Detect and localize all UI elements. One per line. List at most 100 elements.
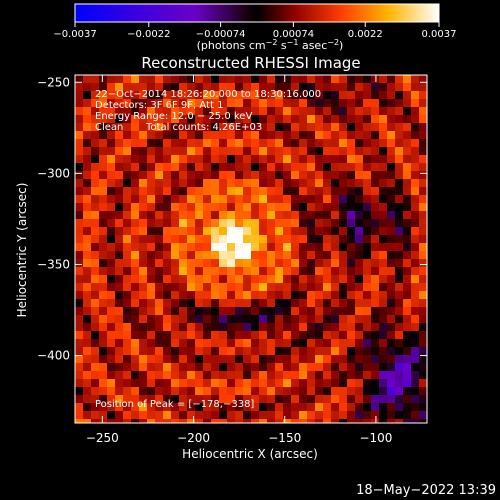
heatmap-cell: [131, 99, 140, 108]
heatmap-cell: [91, 123, 100, 132]
heatmap-cell: [75, 331, 84, 340]
heatmap-cell: [291, 195, 300, 204]
heatmap-cell: [339, 355, 348, 364]
heatmap-cell: [403, 115, 412, 124]
heatmap-cell: [107, 75, 116, 84]
heatmap-cell: [139, 347, 148, 356]
heatmap-cell: [331, 299, 340, 308]
heatmap-cell: [315, 115, 324, 124]
heatmap-cell: [259, 387, 268, 396]
heatmap-cell: [235, 395, 244, 404]
heatmap-cell: [219, 243, 228, 252]
heatmap-cell: [115, 395, 124, 404]
heatmap-cell: [243, 275, 252, 284]
heatmap-cell: [227, 275, 236, 284]
heatmap-cell: [379, 115, 388, 124]
heatmap-cell: [107, 195, 116, 204]
heatmap-cell: [331, 267, 340, 276]
heatmap-cell: [243, 259, 252, 268]
heatmap-cell: [259, 171, 268, 180]
heatmap-cell: [155, 203, 164, 212]
heatmap-cell: [315, 147, 324, 156]
heatmap-cell: [267, 99, 276, 108]
heatmap-cell: [307, 147, 316, 156]
heatmap-cell: [235, 99, 244, 108]
heatmap-cell: [83, 171, 92, 180]
heatmap-cell: [283, 251, 292, 260]
heatmap-cell: [179, 419, 188, 423]
heatmap-cell: [307, 179, 316, 188]
heatmap-cell: [387, 107, 396, 116]
heatmap-cell: [211, 179, 220, 188]
heatmap-cell: [395, 395, 404, 404]
heatmap-cell: [395, 267, 404, 276]
heatmap-cell: [251, 243, 260, 252]
heatmap-cell: [83, 347, 92, 356]
heatmap-cell: [275, 315, 284, 324]
heatmap-cell: [179, 363, 188, 372]
heatmap-cell: [115, 315, 124, 324]
heatmap-cell: [131, 323, 140, 332]
heatmap-cell: [355, 267, 364, 276]
heatmap-cell: [99, 155, 108, 164]
heatmap-cell: [179, 243, 188, 252]
heatmap-cell: [75, 363, 84, 372]
heatmap-cell: [395, 339, 404, 348]
heatmap-cell: [315, 347, 324, 356]
heatmap-cell: [403, 299, 412, 308]
heatmap-cell: [323, 267, 332, 276]
y-axis-ticks: −250−300−350−400: [37, 75, 427, 363]
heatmap-cell: [243, 163, 252, 172]
heatmap-cell: [283, 347, 292, 356]
heatmap-cell: [259, 267, 268, 276]
heatmap-cell: [307, 307, 316, 316]
heatmap-cell: [147, 395, 156, 404]
heatmap-cell: [371, 291, 380, 300]
heatmap-cell: [99, 307, 108, 316]
heatmap-cell: [235, 299, 244, 308]
heatmap-cell: [339, 419, 348, 423]
heatmap-cell: [355, 395, 364, 404]
heatmap-cell: [147, 211, 156, 220]
heatmap-cell: [163, 203, 172, 212]
heatmap-cell: [403, 411, 412, 420]
heatmap-cell: [283, 75, 292, 84]
heatmap-cell: [331, 387, 340, 396]
heatmap-cell: [403, 331, 412, 340]
heatmap-cell: [235, 331, 244, 340]
heatmap-cell: [299, 291, 308, 300]
heatmap-cell: [251, 315, 260, 324]
heatmap-cell: [227, 195, 236, 204]
heatmap-cell: [403, 163, 412, 172]
heatmap-cell: [387, 403, 396, 412]
heatmap-cell: [291, 363, 300, 372]
heatmap-cell: [155, 355, 164, 364]
heatmap-cell: [99, 411, 108, 420]
heatmap-cell: [219, 235, 228, 244]
heatmap-cell: [411, 347, 420, 356]
heatmap-cell: [147, 115, 156, 124]
heatmap-cell: [115, 419, 124, 423]
heatmap-cell: [355, 363, 364, 372]
heatmap-cell: [267, 171, 276, 180]
heatmap-cell: [315, 235, 324, 244]
heatmap-cell: [371, 387, 380, 396]
heatmap-cell: [307, 227, 316, 236]
heatmap-cell: [379, 195, 388, 204]
heatmap-cell: [387, 323, 396, 332]
heatmap-cell: [347, 379, 356, 388]
heatmap-cell: [219, 331, 228, 340]
heatmap-cell: [83, 403, 92, 412]
heatmap-cell: [75, 315, 84, 324]
heatmap-cell: [155, 379, 164, 388]
heatmap-cell: [227, 267, 236, 276]
heatmap-cell: [75, 99, 84, 108]
heatmap-cell: [75, 75, 84, 84]
x-tick-label: −250: [86, 431, 119, 445]
heatmap-cell: [195, 251, 204, 260]
heatmap-cell: [379, 99, 388, 108]
heatmap-cell: [171, 267, 180, 276]
heatmap-cell: [163, 179, 172, 188]
heatmap-cell: [339, 195, 348, 204]
heatmap-cell: [187, 419, 196, 423]
